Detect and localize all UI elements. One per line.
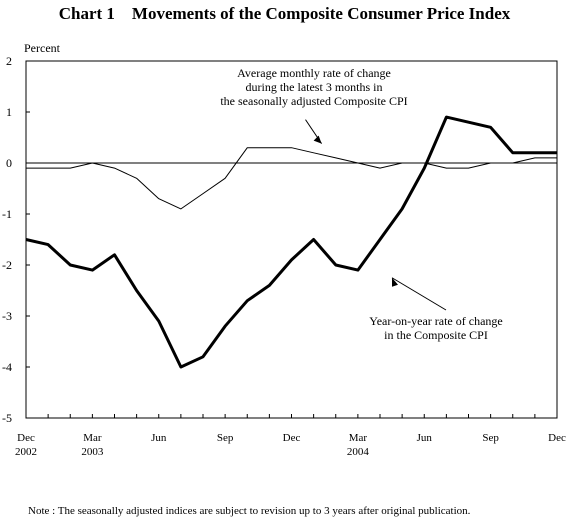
x-tick-label: Jun [151, 432, 167, 444]
series-label-monthly-change: the seasonally adjusted Composite CPI [220, 94, 407, 108]
y-tick-label: -5 [2, 411, 12, 425]
x-tick-label: Dec [548, 432, 566, 444]
y-tick-label: -1 [2, 207, 12, 221]
series-label-monthly-change: during the latest 3 months in [246, 80, 383, 94]
x-tick-label: Dec [283, 432, 301, 444]
y-tick-label: -4 [2, 360, 12, 374]
x-tick-label: Jun [417, 432, 433, 444]
y-tick-label: 0 [6, 156, 12, 170]
series-label-year-on-year: Year-on-year rate of change [369, 314, 502, 328]
x-tick-year-label: 2004 [347, 446, 370, 458]
series-label-monthly-change: Average monthly rate of change [237, 66, 391, 80]
annotation-arrow-year-on-year [391, 277, 447, 311]
series-line-monthly-change [26, 147, 557, 210]
x-tick-label: Sep [217, 432, 234, 444]
x-tick-label: Sep [482, 432, 499, 444]
annotation-arrowhead-year-on-year [392, 277, 398, 287]
x-tick-label: Mar [83, 432, 102, 444]
y-axis-label: Percent [24, 41, 61, 55]
y-tick-label: -3 [2, 309, 12, 323]
x-tick-year-label: 2002 [15, 446, 37, 458]
series-line-year-on-year [25, 115, 557, 369]
y-tick-label: 1 [6, 105, 12, 119]
chart-title: Chart 1 Movements of the Composite Consu… [58, 4, 511, 23]
y-tick-label: -2 [2, 258, 12, 272]
series-label-year-on-year: in the Composite CPI [384, 328, 488, 342]
plot-frame [25, 60, 558, 419]
footnote: Note : The seasonally adjusted indices a… [28, 505, 471, 517]
x-tick-label: Mar [349, 432, 368, 444]
annotation-arrowhead-monthly-change [313, 135, 322, 144]
x-tick-label: Dec [17, 432, 35, 444]
x-tick-year-label: 2003 [81, 446, 104, 458]
y-tick-label: 2 [6, 54, 12, 68]
